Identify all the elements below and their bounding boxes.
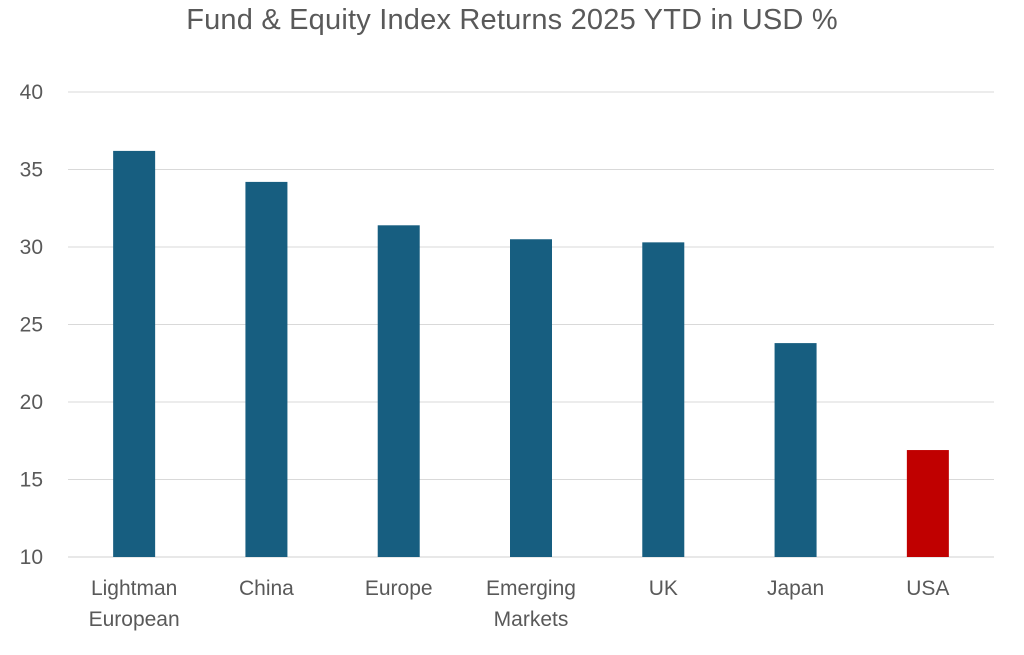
bar-uk: [642, 242, 685, 557]
x-tick-label: Europe: [365, 577, 433, 600]
bar-emerging-markets: [510, 239, 552, 557]
bar-lightman-european: [113, 150, 156, 557]
y-tick-label: 40: [20, 81, 43, 104]
y-tick-label: 10: [20, 546, 43, 569]
chart-title: Fund & Equity Index Returns 2025 YTD in …: [186, 4, 838, 36]
x-tick-label: USA: [906, 577, 949, 600]
y-axis-ticks: 10 15 20 25 30 35 40: [20, 81, 43, 569]
y-tick-label: 15: [20, 469, 43, 492]
bar-usa: [906, 450, 949, 557]
x-tick-label: UK: [649, 577, 678, 600]
x-tick-label: Japan: [767, 577, 824, 600]
bar-europe: [377, 225, 420, 558]
x-tick-label: China: [239, 577, 294, 600]
x-axis-labels: Lightman European China Europe Emerging Marke…: [89, 577, 950, 631]
x-tick-label: Lightman European: [89, 577, 180, 631]
bars: [113, 150, 949, 558]
y-tick-label: 35: [20, 159, 43, 182]
bar-china: [245, 181, 288, 557]
x-tick-label: Emerging Markets: [486, 577, 576, 631]
y-tick-label: 20: [20, 391, 43, 414]
y-tick-label: 25: [20, 314, 43, 337]
y-tick-label: 30: [20, 236, 43, 259]
bar-japan: [774, 343, 817, 557]
